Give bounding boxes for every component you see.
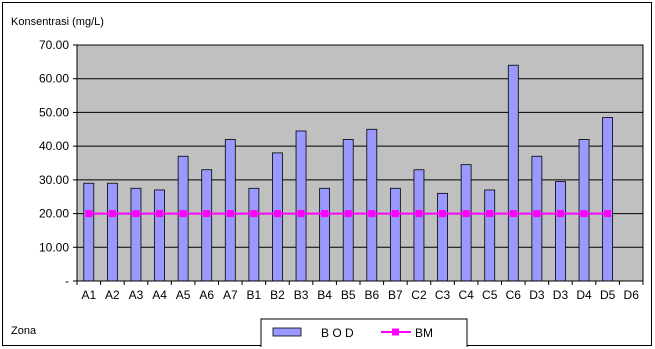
x-tick-label: D5 <box>600 288 616 302</box>
bar-bod <box>507 64 519 282</box>
plot-area <box>76 44 644 282</box>
marker-bm <box>297 210 305 218</box>
marker-bm <box>509 210 517 218</box>
x-tick-label: C6 <box>506 288 522 302</box>
marker-bm <box>462 210 470 218</box>
marker-bm <box>439 210 447 218</box>
x-tick-label: D3 <box>529 288 545 302</box>
x-axis-title: Zona <box>11 325 37 337</box>
y-tick-label: 70.00 <box>39 38 69 52</box>
marker-bm <box>344 210 352 218</box>
bar-bod <box>154 189 165 282</box>
bar-bod <box>201 169 213 282</box>
bar-bod <box>130 187 142 282</box>
x-tick-label: D4 <box>576 288 592 302</box>
marker-bm <box>391 210 399 218</box>
x-tick-label: A2 <box>105 288 120 302</box>
x-tick-label: A5 <box>176 288 191 302</box>
bar-bod <box>83 182 95 282</box>
marker-bm <box>156 210 164 218</box>
legend-label-bm: BM <box>415 326 433 340</box>
x-tick-label: A3 <box>129 288 144 302</box>
x-tick-label: A7 <box>223 288 238 302</box>
x-tick-label: C2 <box>411 288 427 302</box>
legend-swatch-bod <box>272 327 302 337</box>
bar-bod <box>177 155 189 282</box>
marker-bm <box>108 210 116 218</box>
legend-label-bod: B O D <box>321 326 354 340</box>
marker-bm <box>321 210 329 218</box>
bar-bod <box>295 130 307 282</box>
x-tick-label: C4 <box>458 288 474 302</box>
bar-bod <box>460 164 472 282</box>
marker-bm <box>273 210 281 218</box>
bar-bod <box>437 192 448 282</box>
x-tick-label: A4 <box>152 288 167 302</box>
legend-swatch-bm-marker <box>392 328 399 336</box>
bar-bod <box>555 181 566 282</box>
bar-bod <box>602 117 614 282</box>
marker-bm <box>203 210 211 218</box>
x-tick-label: B1 <box>247 288 262 302</box>
x-tick-label: B5 <box>341 288 356 302</box>
marker-bm <box>85 210 93 218</box>
bar-bod <box>106 182 118 282</box>
y-tick-label: 50.00 <box>39 105 69 119</box>
x-tick-label: D6 <box>624 288 640 302</box>
y-axis-title: Konsentrasi (mg/L) <box>11 16 104 28</box>
x-tick-label: D3 <box>553 288 569 302</box>
marker-bm <box>556 210 564 218</box>
marker-bm <box>368 210 376 218</box>
marker-bm <box>132 210 140 218</box>
x-tick-label: B2 <box>270 288 285 302</box>
bar-bod <box>389 187 401 282</box>
x-tick-label: C3 <box>435 288 451 302</box>
marker-bm <box>226 210 234 218</box>
y-tick-label: 40.00 <box>39 139 69 153</box>
y-tick-label: 10.00 <box>39 240 69 254</box>
x-tick-label: B3 <box>294 288 309 302</box>
marker-bm <box>179 210 187 218</box>
bar-bod <box>531 155 543 282</box>
x-tick-label: B6 <box>364 288 379 302</box>
x-tick-label: C5 <box>482 288 498 302</box>
bar-bod <box>319 187 331 282</box>
marker-bm <box>580 210 588 218</box>
bar-bod <box>366 128 378 282</box>
bod-chart: Konsentrasi (mg/L) - 10.00 20.00 30.00 40.00… <box>11 16 644 347</box>
y-tick-label: - <box>65 274 69 288</box>
marker-bm <box>533 210 541 218</box>
x-tick-label: B4 <box>317 288 332 302</box>
legend: B O D BM <box>260 318 468 347</box>
y-tick-label: 20.00 <box>39 207 69 221</box>
marker-bm <box>486 210 494 218</box>
y-tick-label: 60.00 <box>39 72 69 86</box>
bar-bod <box>413 169 425 282</box>
bar-bod <box>484 189 496 282</box>
x-tick-label: A1 <box>81 288 96 302</box>
y-tick-label: 30.00 <box>39 173 69 187</box>
x-tick-label: B7 <box>388 288 403 302</box>
marker-bm <box>415 210 423 218</box>
marker-bm <box>250 210 258 218</box>
marker-bm <box>604 210 612 218</box>
bar-bod <box>248 187 260 282</box>
x-tick-label: A6 <box>199 288 214 302</box>
